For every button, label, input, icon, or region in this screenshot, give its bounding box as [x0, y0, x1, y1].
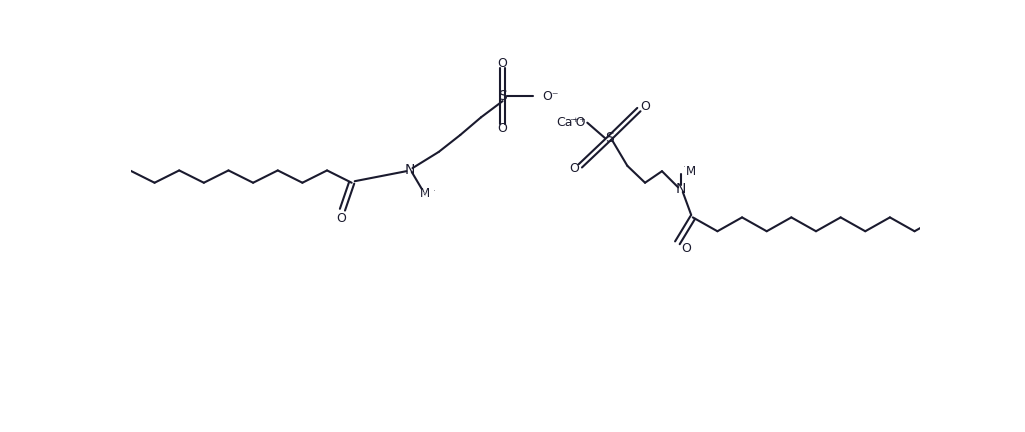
Text: ⁻O: ⁻O: [569, 116, 585, 129]
Text: O: O: [569, 162, 579, 175]
Text: O: O: [640, 100, 650, 113]
Text: M: M: [423, 192, 424, 193]
Text: M: M: [421, 195, 432, 208]
Text: O: O: [498, 122, 507, 135]
Text: N: N: [676, 182, 687, 196]
Text: O: O: [498, 57, 507, 70]
Text: O: O: [336, 213, 345, 226]
Text: O⁻: O⁻: [542, 90, 559, 103]
Text: M: M: [420, 187, 429, 200]
Text: Ca⁺⁺: Ca⁺⁺: [557, 116, 586, 129]
Text: O: O: [682, 242, 692, 255]
Text: S: S: [498, 89, 507, 104]
Text: M: M: [684, 166, 685, 167]
Text: S: S: [605, 131, 614, 145]
Text: M: M: [686, 165, 696, 178]
Text: N: N: [404, 163, 415, 177]
Text: M: M: [423, 191, 424, 192]
Text: M: M: [424, 194, 426, 195]
Text: M: M: [435, 190, 436, 191]
Text: M: M: [424, 193, 425, 194]
